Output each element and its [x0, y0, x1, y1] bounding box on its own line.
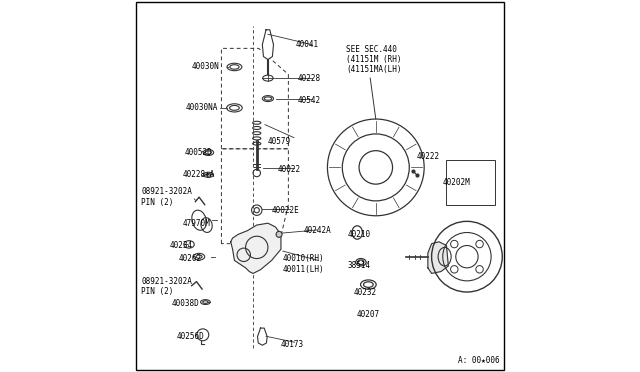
Text: 40173: 40173 [281, 340, 304, 349]
Text: 40030N: 40030N [191, 62, 220, 71]
Text: 40579: 40579 [268, 137, 291, 146]
Text: 40022: 40022 [277, 165, 300, 174]
Polygon shape [262, 30, 273, 60]
Polygon shape [428, 242, 449, 273]
Text: 40234: 40234 [170, 241, 193, 250]
Text: 40542: 40542 [298, 96, 321, 105]
Text: 40041: 40041 [296, 40, 319, 49]
Text: 08921-3202A
PIN (2): 08921-3202A PIN (2) [141, 187, 192, 207]
Text: 40228+A: 40228+A [182, 170, 215, 179]
Text: 40256D: 40256D [177, 332, 205, 341]
Text: A: 00★006: A: 00★006 [458, 356, 499, 365]
Text: 40207: 40207 [356, 310, 380, 319]
Text: 40210: 40210 [348, 230, 371, 239]
Text: 40030NA: 40030NA [186, 103, 218, 112]
Text: 40222: 40222 [417, 152, 440, 161]
Polygon shape [231, 223, 281, 273]
Text: 40202M: 40202M [443, 178, 470, 187]
Text: 40038D: 40038D [172, 299, 199, 308]
Text: 40242A: 40242A [303, 226, 331, 235]
Text: 40010(RH)
40011(LH): 40010(RH) 40011(LH) [283, 254, 324, 274]
Text: 40022E: 40022E [271, 206, 300, 215]
Circle shape [276, 231, 282, 237]
Text: 40228: 40228 [298, 74, 321, 83]
Text: 38514: 38514 [348, 262, 371, 270]
Text: SEE SEC.440
(41151M (RH)
(41151MA(LH): SEE SEC.440 (41151M (RH) (41151MA(LH) [346, 45, 401, 74]
Bar [447, 160, 495, 205]
Text: 47970M: 47970M [182, 219, 210, 228]
Text: 40232: 40232 [353, 288, 376, 296]
Text: 40052D: 40052D [184, 148, 212, 157]
Polygon shape [257, 328, 267, 345]
Text: 08921-3202A
PIN (2): 08921-3202A PIN (2) [141, 277, 192, 296]
Text: 40262: 40262 [179, 254, 202, 263]
